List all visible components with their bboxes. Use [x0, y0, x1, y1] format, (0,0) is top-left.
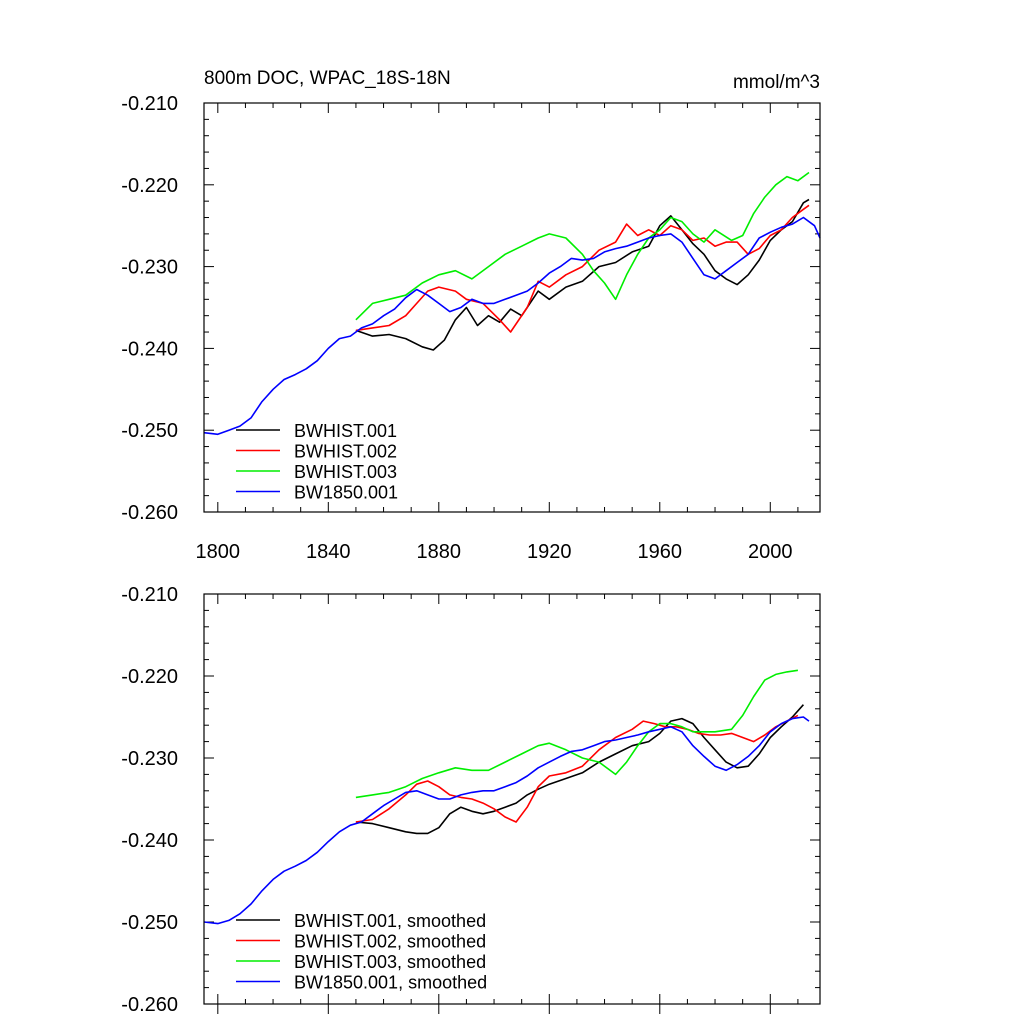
y-tick-label: -0.220: [121, 175, 178, 197]
y-tick-label: -0.260: [121, 994, 178, 1016]
series-line: [355, 669, 799, 799]
x-tick-label: 2000: [748, 541, 793, 563]
series-lines: [203, 669, 810, 925]
x-tick-label: 1920: [527, 541, 572, 563]
y-tick-label: -0.210: [121, 93, 178, 115]
y-tick-label: -0.240: [121, 338, 178, 360]
legend-label: BWHIST.003, smoothed: [294, 952, 486, 972]
legend-label: BWHIST.001: [294, 421, 397, 441]
x-tick-label: 1960: [638, 541, 683, 563]
series-line: [203, 216, 821, 436]
series-line: [355, 171, 810, 321]
axis-ticks: [204, 102, 820, 513]
series-lines: [203, 171, 821, 436]
y-tick-label: -0.230: [121, 257, 178, 279]
y-tick-label: -0.240: [121, 830, 178, 852]
y-tick-label: -0.250: [121, 912, 178, 934]
units-label: mmol/m^3: [733, 72, 820, 93]
legend-label: BWHIST.003: [294, 462, 397, 482]
x-tick-label: 1840: [306, 541, 351, 563]
y-tick-label: -0.210: [121, 584, 178, 606]
legend-label: BW1850.001: [294, 483, 398, 503]
x-tick-label: 1880: [417, 541, 462, 563]
y-tick-labels: -0.210 -0.220 -0.230 -0.240 -0.250 -0.260: [121, 584, 178, 1016]
plot-frame: [203, 593, 821, 1005]
top-panel: 800m DOC, WPAC_18S-18N mmol/m^3 -0.210-0…: [121, 68, 821, 563]
y-tick-label: -0.220: [121, 666, 178, 688]
y-tick-labels: -0.210 -0.220 -0.230 -0.240 -0.250 -0.260: [121, 93, 178, 524]
series-line: [203, 716, 810, 925]
legend-label: BW1850.001, smoothed: [294, 973, 487, 993]
y-tick-label: -0.250: [121, 420, 178, 442]
series-line: [355, 704, 804, 835]
x-tick-label: 1800: [196, 541, 241, 563]
series-line: [355, 204, 810, 333]
series-line: [355, 714, 799, 823]
legend-label: BWHIST.002: [294, 442, 397, 462]
plot-frame: [203, 102, 821, 513]
x-tick-labels: 1800 1840 1880 1920 1960 2000: [196, 541, 793, 563]
y-tick-label: -0.260: [121, 502, 178, 524]
legend-label: BWHIST.001, smoothed: [294, 911, 486, 931]
bottom-panel: -0.210 -0.220 -0.230 -0.240 -0.250 -0.260 BWH…: [121, 584, 821, 1016]
y-tick-label: -0.230: [121, 748, 178, 770]
chart-title: 800m DOC, WPAC_18S-18N: [204, 68, 451, 89]
series-line: [355, 198, 810, 351]
legend-label: BWHIST.002, smoothed: [294, 932, 486, 952]
